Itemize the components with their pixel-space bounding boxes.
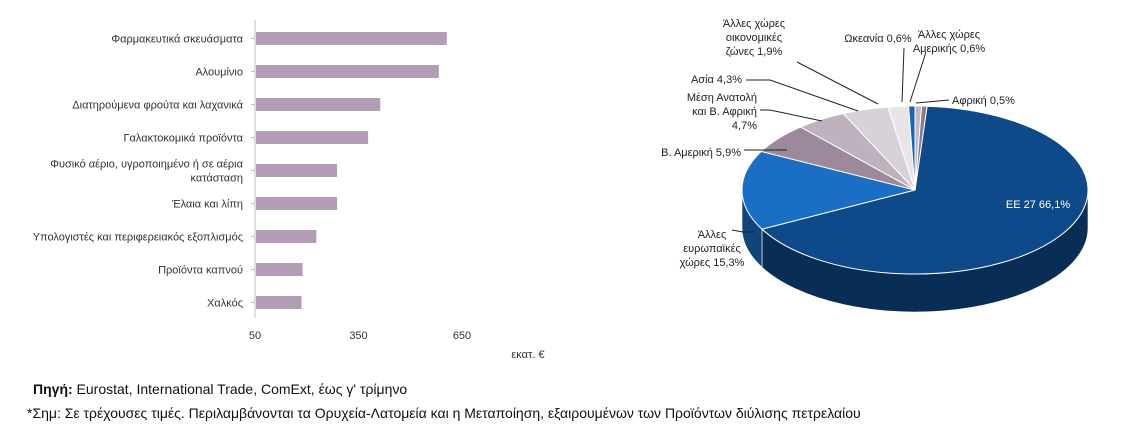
leader-line [901, 47, 905, 103]
slice-label: Άλλες χώρες οικονομικές ζώνες 1,9% [723, 18, 785, 58]
pie-slice [914, 105, 928, 191]
slice-label: ΕΕ 27 66,1% [1006, 199, 1070, 211]
slice-label: Ασία 4,3% [691, 74, 742, 86]
x-tick-label: 650 [453, 330, 471, 342]
leader-line [909, 51, 927, 103]
leader-line [915, 99, 950, 104]
category-label: Γαλακτοκομικά προϊόντα [123, 133, 243, 145]
slice-label: Ωκεανία 0,6% [844, 33, 912, 45]
category-label: Φυσικό αέριο, υγροποιημένο ή σε αέρια κατ… [50, 159, 243, 185]
bar [256, 98, 381, 111]
pie-slice [741, 150, 916, 230]
bar [256, 197, 338, 210]
category-label: Υπολογιστές και περιφερειακός εξοπλισμός [33, 232, 243, 244]
category-label: Διατηρούμενα φρούτα και λαχανικά [72, 100, 243, 112]
bar [256, 230, 317, 243]
slice-label: Άλλες χώρες Αμερικής 0,6% [913, 29, 986, 55]
bar [256, 32, 447, 45]
leader-line [760, 109, 823, 122]
bar [256, 65, 439, 78]
category-label: Φαρμακευτικά σκευάσματα [111, 34, 243, 46]
category-label: Προϊόντα καπνού [158, 265, 243, 277]
pie-slice [760, 105, 1089, 275]
x-tick-label: 50 [249, 330, 261, 342]
leader-line [796, 61, 879, 105]
leader-line [731, 229, 755, 233]
category-label: Έλαια και λίπη [171, 199, 243, 211]
footnote: *Σημ: Σε τρέχουσες τιμές. Περιλαμβάνοντα… [27, 405, 861, 421]
source-label: Πηγή: [33, 381, 73, 397]
slice-label: Μέση Ανατολή και Β. Αφρική 4,7% [687, 92, 757, 132]
slice-label: Αφρική 0,5% [952, 95, 1015, 107]
slice-label: Άλλες ευρωπαϊκές χώρες 15,3% [680, 229, 745, 269]
leader-line [746, 79, 859, 112]
bar [256, 131, 369, 144]
bar [256, 263, 303, 276]
slice-label: Β. Αμερική 5,9% [661, 147, 741, 159]
pie-chart: ΕΕ 27 66,1% Άλλες ευρωπαϊκές χώρες 15,3% Β. … [661, 18, 1089, 313]
source-line: Πηγή: Eurostat, International Trade, Com… [33, 381, 407, 397]
bar-chart: Φαρμακευτικά σκευάσματα Αλουμίνιο Διατηρού… [33, 20, 545, 361]
x-tick-label: 350 [349, 330, 367, 342]
source-text: Eurostat, International Trade, ComExt, έ… [72, 381, 408, 397]
bar [256, 164, 338, 177]
x-axis-label: εκατ. € [511, 349, 544, 361]
bar [256, 296, 302, 309]
category-label: Χαλκός [207, 298, 243, 310]
category-label: Αλουμίνιο [195, 67, 243, 79]
